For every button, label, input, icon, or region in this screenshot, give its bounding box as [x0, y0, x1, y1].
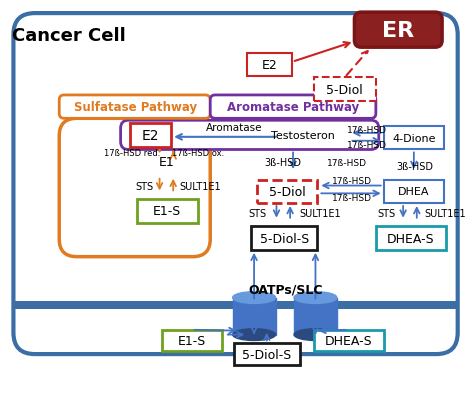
Bar — [251, 227, 318, 250]
Text: 17ß-HSD: 17ß-HSD — [327, 158, 366, 167]
Bar — [247, 54, 292, 77]
Ellipse shape — [294, 329, 337, 341]
FancyBboxPatch shape — [355, 13, 442, 48]
Text: Aromatase Pathway: Aromatase Pathway — [227, 101, 359, 114]
Text: SULT1E1: SULT1E1 — [425, 208, 466, 218]
Text: 5-Diol: 5-Diol — [326, 83, 363, 96]
Text: SULT1E1: SULT1E1 — [179, 181, 221, 191]
Bar — [313, 330, 383, 351]
Text: 17ß-HSD: 17ß-HSD — [347, 141, 387, 150]
FancyBboxPatch shape — [59, 96, 210, 119]
Bar — [383, 127, 444, 150]
FancyBboxPatch shape — [210, 96, 376, 119]
Text: 5-Diol: 5-Diol — [269, 185, 306, 198]
Text: SULT1E1: SULT1E1 — [300, 208, 341, 218]
Text: 3ß-HSD: 3ß-HSD — [265, 158, 302, 168]
Text: E1-S: E1-S — [178, 334, 206, 347]
Bar — [376, 227, 446, 250]
Bar — [313, 78, 376, 102]
Bar — [234, 344, 300, 365]
Text: Sulfatase Pathway: Sulfatase Pathway — [73, 101, 197, 114]
Text: 17ß-HSD ox.: 17ß-HSD ox. — [173, 149, 225, 157]
Ellipse shape — [233, 329, 275, 341]
Text: Aromatase: Aromatase — [206, 123, 263, 133]
Text: 3ß-HSD: 3ß-HSD — [396, 161, 433, 172]
Bar — [130, 124, 171, 147]
Text: E2: E2 — [262, 59, 278, 72]
Bar — [162, 330, 222, 351]
FancyBboxPatch shape — [13, 14, 458, 354]
Text: OATPs/SLC: OATPs/SLC — [248, 282, 322, 296]
Text: 17ß-HSD: 17ß-HSD — [347, 125, 387, 134]
Text: STS: STS — [249, 208, 267, 218]
Text: 17ß-HSD red.: 17ß-HSD red. — [104, 149, 161, 157]
Text: 4-Dione: 4-Dione — [392, 133, 436, 143]
Ellipse shape — [233, 292, 275, 304]
FancyBboxPatch shape — [120, 121, 379, 150]
Text: ER: ER — [382, 21, 414, 40]
Bar — [13, 302, 458, 309]
Ellipse shape — [294, 292, 337, 304]
Text: 17ß-HSD: 17ß-HSD — [331, 177, 372, 186]
Text: Testosteron: Testosteron — [271, 131, 335, 140]
Bar — [383, 180, 444, 204]
Text: 17ß-HSD: 17ß-HSD — [331, 193, 372, 202]
Text: Cancer Cell: Cancer Cell — [12, 26, 126, 45]
Bar — [233, 298, 275, 335]
Text: E1-S: E1-S — [153, 205, 182, 218]
Text: E2: E2 — [142, 128, 160, 142]
Text: STS: STS — [377, 208, 395, 218]
Text: DHEA: DHEA — [398, 187, 429, 197]
Text: E1: E1 — [158, 155, 174, 168]
Text: STS: STS — [136, 181, 154, 191]
Text: DHEA-S: DHEA-S — [325, 334, 373, 347]
Bar — [294, 298, 337, 335]
Text: DHEA-S: DHEA-S — [387, 232, 435, 245]
FancyBboxPatch shape — [59, 119, 210, 257]
Text: 5-Diol-S: 5-Diol-S — [242, 348, 292, 361]
Bar — [257, 180, 318, 204]
Text: 5-Diol-S: 5-Diol-S — [260, 232, 309, 245]
Bar — [137, 200, 198, 223]
